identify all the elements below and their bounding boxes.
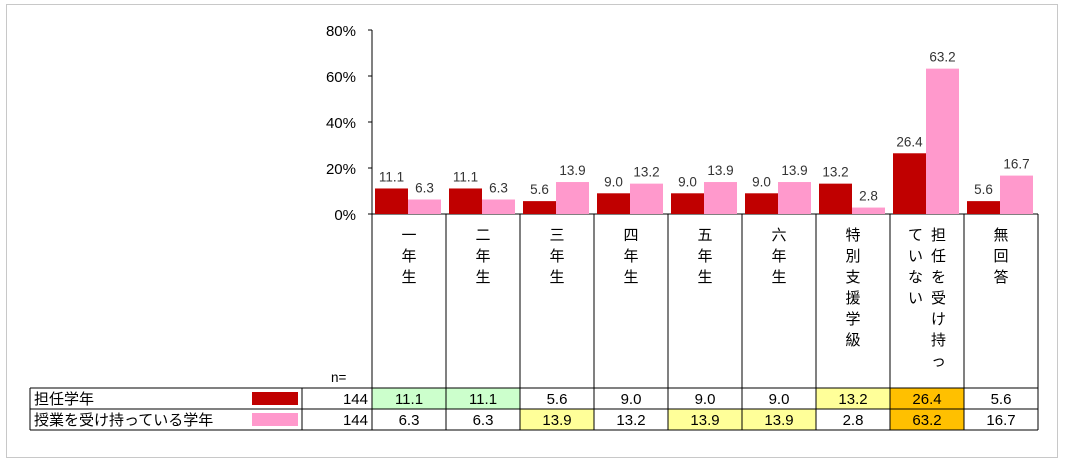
highlight-cell [668,409,742,430]
category-label: 一年生 [401,227,416,286]
y-tick-label: 40% [326,115,356,132]
data-label: 13.2 [633,165,659,180]
bar [597,193,630,214]
legend-label: 担任学年 [34,391,94,408]
data-label: 11.1 [379,169,404,184]
data-label: 26.4 [896,134,923,149]
table-value: 9.0 [769,391,790,408]
table-value: 13.2 [838,391,867,408]
data-label: 6.3 [415,181,434,196]
n-value: 144 [343,391,368,408]
legend-swatch [252,392,298,405]
table-value: 2.8 [843,412,864,429]
category-label: 無回答 [993,227,1008,286]
y-tick-label: 80% [326,23,356,40]
data-label: 16.7 [1003,157,1029,172]
category-label: 四年生 [623,227,638,286]
table-value: 16.7 [986,412,1015,429]
data-label: 2.8 [859,189,878,204]
table-value: 9.0 [621,391,642,408]
n-label: n= [331,370,347,385]
data-label: 9.0 [678,174,697,189]
y-tick-label: 60% [326,69,356,86]
bar [926,68,959,214]
table-value: 13.2 [616,412,645,429]
data-label: 13.9 [559,163,585,178]
highlight-cell [742,409,816,430]
bar [1000,175,1033,214]
category-label: 三年生 [549,227,564,286]
chart-frame [6,4,1058,458]
category-label: 担任を受け持っ [931,227,946,370]
data-label: 5.6 [974,182,993,197]
bar [556,182,589,214]
n-value: 144 [343,412,368,429]
data-label: 13.9 [707,163,733,178]
data-label: 13.9 [781,163,807,178]
bar [671,193,704,214]
category-label: 六年生 [771,227,786,286]
highlight-cell [890,388,964,409]
bar [967,201,1000,214]
bar [408,199,441,214]
bar [630,183,663,214]
bar [893,153,926,214]
highlight-cell [816,388,890,409]
bar [704,182,737,214]
highlight-cell [520,409,594,430]
table-value: 9.0 [695,391,716,408]
bar [375,188,408,214]
data-label: 6.3 [489,181,508,196]
bar [852,207,885,214]
data-label: 63.2 [929,50,955,65]
legend-swatch [252,413,298,426]
category-label: 二年生 [475,227,490,286]
table-value: 26.4 [912,391,941,408]
bar [819,183,852,214]
table-value: 13.9 [542,412,571,429]
table-value: 6.3 [399,412,420,429]
data-label: 9.0 [604,174,623,189]
highlight-cell [372,388,446,409]
table-value: 5.6 [991,391,1012,408]
category-label: ていない [908,227,923,307]
category-label: 五年生 [697,227,712,286]
data-label: 11.1 [453,169,478,184]
y-tick-label: 0% [334,207,356,224]
table-value: 11.1 [395,391,423,408]
y-tick-label: 20% [326,161,356,178]
highlight-cell [446,388,520,409]
table-value: 63.2 [912,412,941,429]
highlight-cell [890,409,964,430]
table-value: 13.9 [690,412,719,429]
table-value: 5.6 [547,391,568,408]
data-label: 9.0 [752,174,771,189]
bar [745,193,778,214]
table-value: 6.3 [473,412,494,429]
data-label: 13.2 [822,165,848,180]
bar [778,182,811,214]
bar [449,188,482,214]
table-value: 11.1 [469,391,497,408]
category-label: 特別支援学級 [845,227,860,349]
data-label: 5.6 [530,182,549,197]
legend-label: 授業を受け持っている学年 [34,412,213,429]
table-value: 13.9 [764,412,793,429]
bar [482,199,515,214]
bar [523,201,556,214]
